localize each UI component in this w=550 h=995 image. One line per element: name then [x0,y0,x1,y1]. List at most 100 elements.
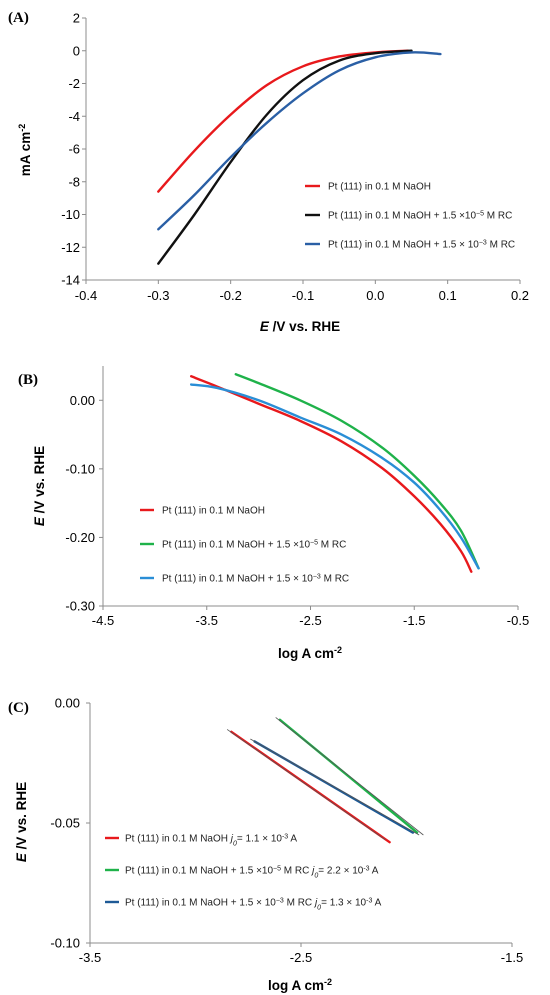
legend-j-value: = 1.1 × 10 [237,834,282,845]
chart-panel-a: (A) 2 0 -2 -4 -6 -8 -10 -12 -14-0.4 -0.3 -0.2 -0.1 0.… [8,10,529,334]
x-axis-title-sup: -2 [334,645,342,655]
series-line-3 [189,383,480,570]
y-tick-label: -4 [68,109,80,124]
x-tick-label: -2.5 [299,613,321,628]
legend-text-sup: −3 [479,239,487,246]
legend-entry: Pt (111) in 0.1 M NaOH j0= 1.1 × 10-3 A [125,833,297,847]
series-line-2 [157,49,413,265]
x-axis-title: log A cm-2 [268,977,332,993]
series-line-2 [234,373,480,570]
x-axis-title-sup: -2 [324,977,332,987]
y-tick-label: -0.30 [65,599,95,614]
x-tick-label: -2.5 [290,950,312,965]
legend-entry: Pt (111) in 0.1 M NaOH + 1.5 ×10−5 M RC [328,210,512,222]
legend-text-main: Pt (111) in 0.1 M NaOH + 1.5 ×10 [125,866,273,877]
fit-line-2 [275,717,424,836]
legend-text-sup: −5 [310,539,318,546]
x-tick-label: -0.3 [147,288,169,303]
x-tick-label: -3.5 [196,613,218,628]
x-tick-label: 0.1 [439,288,457,303]
legend: Pt (111) in 0.1 M NaOH Pt (111) in 0.1 M … [305,182,515,251]
y-axis-title-main: mA cm [18,132,33,177]
chart-panel-c: (C) 0.00 -0.05 -0.10-3.5 -2.5 -1.5 log A cm-2 E… [8,696,523,994]
x-axis-title: E /V vs. RHE [260,319,340,334]
legend-text-sup: −3 [276,897,284,904]
x-tick-label: -0.2 [219,288,241,303]
legend-j-exp: -3 [282,833,288,840]
legend-entry: Pt (111) in 0.1 M NaOH [328,182,431,193]
legend: Pt (111) in 0.1 M NaOH j0= 1.1 × 10-3 AP… [105,833,382,911]
series-line-1 [189,375,473,573]
legend-text-post: M RC [487,240,515,251]
y-tick-label: 2 [73,11,80,26]
legend-j-symbol: j [310,866,315,877]
x-tick-label: -4.5 [92,613,114,628]
fit-line-3 [250,738,420,836]
panel-label: (B) [18,372,38,388]
y-tick-label: -14 [61,273,80,288]
y-axis-title-italic: E [32,516,47,526]
y-tick-label: 0.00 [70,393,95,408]
legend-entry: Pt (111) in 0.1 M NaOH + 1.5 × 10−3 M RC [328,239,515,251]
y-axis-title-rest: /V vs. RHE [14,782,29,853]
legend-j-exp: -3 [363,865,369,872]
legend-j-sub: 0 [233,840,237,847]
x-axis-title: log A cm-2 [278,645,342,661]
legend-j-unit: A [370,866,379,877]
legend-j-sub: 0 [317,904,321,911]
chart-panel-b: (B) 0.00 -0.10 -0.20 -0.30-4.5 -3.5 -2.5 -1.5 -0… [18,366,529,661]
legend-entry: Pt (111) in 0.1 M NaOH + 1.5 ×10−5 M RC … [125,865,379,879]
legend-text-main: Pt (111) in 0.1 M NaOH + 1.5 × 10 [125,898,276,909]
y-axis-title: E /V vs. RHE [32,446,47,526]
legend-text-main: Pt (111) in 0.1 M NaOH [328,182,431,193]
y-tick-label: -12 [61,240,80,255]
legend-text-main: Pt (111) in 0.1 M NaOH + 1.5 × 10 [328,240,479,251]
x-tick-label: -1.5 [403,613,425,628]
legend-text-main: Pt (111) in 0.1 M NaOH + 1.5 × 10 [162,574,313,585]
legend-j-unit: A [372,898,381,909]
y-tick-label: -6 [68,142,80,157]
x-axis-title-main: log A cm [268,978,324,993]
panel-label: (A) [8,10,29,26]
legend-text-sup: −5 [273,865,281,872]
x-tick-label: -1.5 [501,950,523,965]
legend-text-post: M RC [321,574,349,585]
legend-j-value: = 1.3 × 10 [321,898,366,909]
legend-j-exp: -3 [366,897,372,904]
x-tick-label: 0.2 [511,288,529,303]
fit-line-1 [226,729,386,841]
legend-entry: Pt (111) in 0.1 M NaOH + 1.5 ×10−5 M RC [162,539,346,551]
series-line-1 [230,730,391,844]
legend-entry: Pt (111) in 0.1 M NaOH + 1.5 × 10−3 M RC… [125,897,382,911]
legend-text-post: M RC [284,898,312,909]
legend-j-value: = 2.2 × 10 [318,866,363,877]
x-tick-label: -0.5 [507,613,529,628]
legend-entry: Pt (111) in 0.1 M NaOH + 1.5 × 10−3 M RC [162,573,349,585]
x-tick-label: -0.4 [75,288,97,303]
legend-text-sup: −3 [313,573,321,580]
y-axis-title: mA cm-2 [17,124,33,177]
legend-text-post: M RC [318,540,346,551]
legend-j-sub: 0 [314,872,318,879]
legend-text-main: Pt (111) in 0.1 M NaOH + 1.5 ×10 [162,540,310,551]
legend-entry: Pt (111) in 0.1 M NaOH [162,506,265,517]
y-axis-title-sup: -2 [17,124,27,132]
legend-text-post: M RC [484,211,512,222]
x-tick-label: -0.1 [292,288,314,303]
y-tick-label: -0.20 [65,530,95,545]
y-tick-label: -2 [68,76,80,91]
legend-j-unit: A [288,834,297,845]
y-tick-label: -8 [68,174,80,189]
panel-label: (C) [8,700,29,716]
legend-text-main: Pt (111) in 0.1 M NaOH [162,506,265,517]
y-tick-label: -0.10 [65,461,95,476]
series-line-1 [157,49,410,193]
legend-text-main: Pt (111) in 0.1 M NaOH + 1.5 ×10 [328,211,476,222]
legend-j-symbol: j [229,834,234,845]
y-axis-title-rest: /V vs. RHE [32,446,47,517]
series-line-3 [157,51,442,231]
legend-text-main: Pt (111) in 0.1 M NaOH [125,834,228,845]
y-tick-label: -10 [61,207,80,222]
x-axis-title-italic: E [260,319,270,334]
